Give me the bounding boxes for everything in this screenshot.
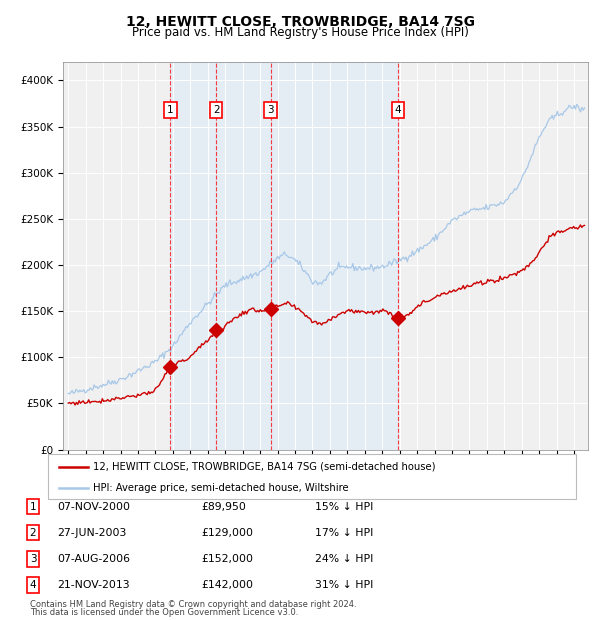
Text: 15% ↓ HPI: 15% ↓ HPI	[315, 502, 373, 512]
Text: £142,000: £142,000	[201, 580, 253, 590]
Bar	[271, 62, 398, 450]
Bar	[170, 62, 216, 450]
Text: 4: 4	[394, 105, 401, 115]
Text: HPI: Average price, semi-detached house, Wiltshire: HPI: Average price, semi-detached house,…	[93, 483, 349, 493]
Text: £129,000: £129,000	[201, 528, 253, 538]
Text: 24% ↓ HPI: 24% ↓ HPI	[315, 554, 373, 564]
Text: Price paid vs. HM Land Registry's House Price Index (HPI): Price paid vs. HM Land Registry's House …	[131, 26, 469, 39]
Text: 3: 3	[29, 554, 37, 564]
Text: 2: 2	[213, 105, 220, 115]
Text: 12, HEWITT CLOSE, TROWBRIDGE, BA14 7SG: 12, HEWITT CLOSE, TROWBRIDGE, BA14 7SG	[125, 16, 475, 30]
Text: £89,950: £89,950	[201, 502, 246, 512]
Bar	[216, 62, 271, 450]
Text: 4: 4	[29, 580, 37, 590]
Text: Contains HM Land Registry data © Crown copyright and database right 2024.: Contains HM Land Registry data © Crown c…	[30, 600, 356, 609]
Text: £152,000: £152,000	[201, 554, 253, 564]
Text: 07-NOV-2000: 07-NOV-2000	[57, 502, 130, 512]
Text: 1: 1	[167, 105, 173, 115]
Text: 27-JUN-2003: 27-JUN-2003	[57, 528, 127, 538]
Text: 07-AUG-2006: 07-AUG-2006	[57, 554, 130, 564]
Text: 1: 1	[29, 502, 37, 512]
Text: 3: 3	[267, 105, 274, 115]
Text: 12, HEWITT CLOSE, TROWBRIDGE, BA14 7SG (semi-detached house): 12, HEWITT CLOSE, TROWBRIDGE, BA14 7SG (…	[93, 461, 436, 472]
Text: 17% ↓ HPI: 17% ↓ HPI	[315, 528, 373, 538]
Text: 2: 2	[29, 528, 37, 538]
Text: 21-NOV-2013: 21-NOV-2013	[57, 580, 130, 590]
Text: 31% ↓ HPI: 31% ↓ HPI	[315, 580, 373, 590]
Text: This data is licensed under the Open Government Licence v3.0.: This data is licensed under the Open Gov…	[30, 608, 298, 617]
